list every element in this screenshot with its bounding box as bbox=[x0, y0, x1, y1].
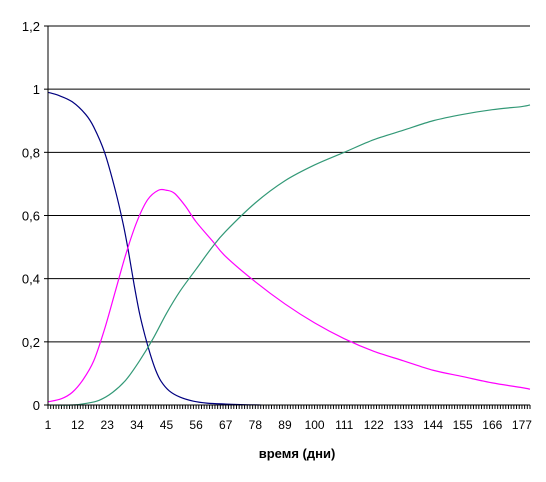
series-line-1 bbox=[47, 91, 261, 406]
y-tick-label: 1 bbox=[33, 82, 40, 97]
x-tick-label: 111 bbox=[335, 418, 354, 432]
x-tick-label: 23 bbox=[101, 418, 115, 432]
series-line-2 bbox=[47, 188, 531, 403]
x-tick-label: 67 bbox=[219, 418, 233, 432]
x-tick-label: 78 bbox=[249, 418, 263, 432]
y-axis-ticks: 0 0,2 0,4 0,6 0,8 1 1,2 bbox=[22, 19, 48, 413]
x-tick-label: 144 bbox=[423, 418, 443, 432]
x-tick-label: 100 bbox=[305, 418, 325, 432]
x-tick-label: 89 bbox=[278, 418, 292, 432]
x-tick-label: 166 bbox=[482, 418, 502, 432]
x-tick-label: 12 bbox=[71, 418, 85, 432]
x-tick-label: 1 bbox=[45, 418, 52, 432]
x-tick-label: 133 bbox=[393, 418, 413, 432]
x-tick-label: 45 bbox=[160, 418, 174, 432]
y-tick-label: 0,8 bbox=[22, 145, 40, 160]
y-tick-label: 0,4 bbox=[22, 272, 40, 287]
x-axis-ticks: 1 12 23 34 45 56 67 78 89 100 111 122 133 144 155 166 17… bbox=[45, 405, 532, 432]
series-line-3 bbox=[47, 104, 531, 406]
y-tick-label: 0,6 bbox=[22, 209, 40, 224]
x-axis-label: время (дни) bbox=[259, 446, 336, 461]
gridlines bbox=[48, 25, 530, 343]
x-tick-label: 34 bbox=[130, 418, 144, 432]
x-tick-label: 56 bbox=[189, 418, 203, 432]
y-tick-label: 0,2 bbox=[22, 335, 40, 350]
series-lines bbox=[47, 91, 531, 406]
y-tick-label: 1,2 bbox=[22, 19, 40, 34]
x-tick-label: 177 bbox=[512, 418, 532, 432]
x-tick-label: 155 bbox=[453, 418, 473, 432]
y-tick-label: 0 bbox=[33, 398, 40, 413]
x-tick-label: 122 bbox=[364, 418, 384, 432]
